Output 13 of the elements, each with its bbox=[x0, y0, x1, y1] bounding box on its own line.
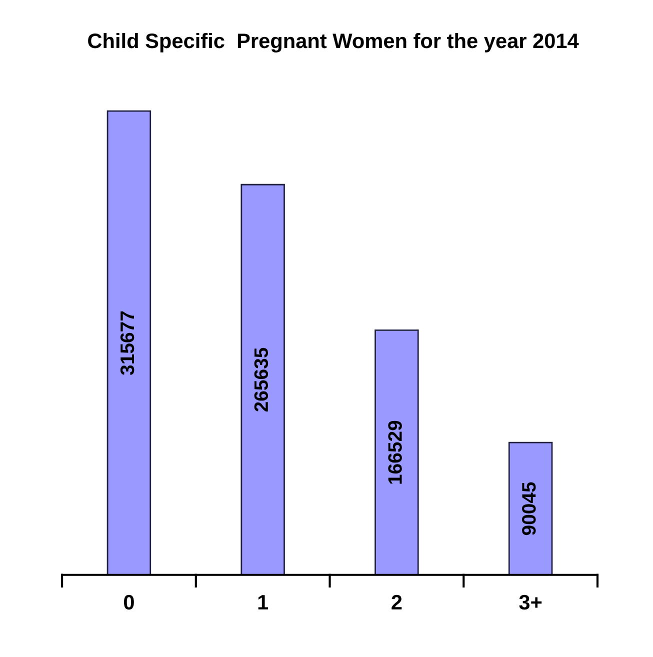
x-tick-label: 1 bbox=[258, 595, 268, 610]
chart-title: Child Specific Pregnant Women for the year 2014 bbox=[88, 32, 579, 52]
data-label: 90045 bbox=[522, 482, 536, 536]
x-tick-label: 3+ bbox=[519, 594, 542, 610]
bar bbox=[374, 330, 419, 575]
data-label: 265635 bbox=[254, 348, 268, 412]
data-label: 166529 bbox=[388, 420, 402, 484]
bar bbox=[508, 442, 553, 575]
x-tick-label: 0 bbox=[124, 594, 134, 610]
bar bbox=[240, 184, 285, 575]
data-label: 315677 bbox=[120, 311, 134, 375]
bar bbox=[106, 110, 152, 575]
x-tick-label: 2 bbox=[392, 594, 402, 610]
